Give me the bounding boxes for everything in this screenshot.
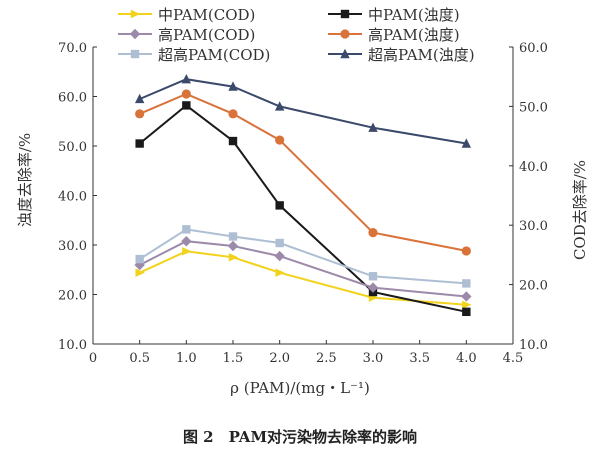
data-point bbox=[461, 246, 471, 256]
series-line bbox=[139, 228, 467, 285]
series-4 bbox=[135, 89, 471, 256]
x-tick-label: 4.0 bbox=[456, 351, 477, 366]
data-point bbox=[275, 135, 285, 145]
series-5 bbox=[135, 225, 471, 288]
y-right-tick-label: 50.0 bbox=[519, 100, 548, 115]
data-point bbox=[182, 225, 191, 234]
y-left-tick-label: 50.0 bbox=[58, 140, 87, 155]
data-point bbox=[181, 89, 191, 99]
series-line bbox=[139, 104, 467, 313]
legend-item: 超高PAM(COD) bbox=[118, 46, 270, 64]
x-tick-label: 0.5 bbox=[129, 351, 150, 366]
x-tick-label: 1.5 bbox=[223, 351, 244, 366]
legend-label: 中PAM(COD) bbox=[158, 6, 255, 24]
legend-item: 高PAM(浊度) bbox=[328, 26, 460, 44]
y-right-tick-label: 60.0 bbox=[519, 41, 548, 56]
data-point bbox=[182, 101, 191, 110]
data-point bbox=[275, 268, 285, 277]
data-point bbox=[368, 122, 378, 132]
data-point bbox=[228, 81, 238, 91]
legend-item: 高PAM(COD) bbox=[118, 26, 255, 44]
y-axis-right-label: COD去除率/% bbox=[571, 160, 589, 260]
data-point bbox=[275, 201, 284, 210]
y-axis-left-label: 浊度去除率/% bbox=[16, 133, 34, 227]
y-left-tick-label: 30.0 bbox=[58, 239, 87, 254]
data-point bbox=[274, 101, 285, 111]
data-point bbox=[181, 236, 192, 247]
x-tick-label: 3.0 bbox=[363, 351, 384, 366]
data-point bbox=[461, 138, 472, 148]
data-point bbox=[228, 136, 238, 146]
legend-marker bbox=[130, 49, 140, 59]
y-left-tick-label: 60.0 bbox=[58, 91, 87, 106]
series-6 bbox=[134, 73, 472, 148]
y-right-tick-label: 10.0 bbox=[519, 338, 548, 353]
data-point bbox=[461, 291, 472, 302]
legend-marker bbox=[340, 48, 350, 59]
data-point bbox=[368, 272, 378, 281]
legend-marker bbox=[340, 9, 350, 19]
data-point bbox=[368, 228, 378, 238]
legend-label: 中PAM(浊度) bbox=[368, 6, 460, 24]
data-point bbox=[135, 139, 144, 148]
series-line bbox=[139, 250, 467, 306]
figure-caption: 图 2 PAM对污染物去除率的影响 bbox=[182, 428, 418, 446]
y-right-tick-label: 30.0 bbox=[519, 219, 548, 234]
x-tick-label: 1.0 bbox=[176, 351, 197, 366]
data-point bbox=[227, 240, 239, 252]
legend-label: 高PAM(浊度) bbox=[368, 26, 460, 44]
data-point bbox=[135, 109, 145, 119]
series-line bbox=[139, 92, 467, 252]
data-point bbox=[182, 247, 192, 256]
legend-label: 高PAM(COD) bbox=[158, 26, 255, 44]
legend-item: 中PAM(COD) bbox=[118, 6, 255, 24]
data-point bbox=[228, 109, 238, 119]
legend-marker bbox=[340, 29, 350, 39]
series-layer bbox=[134, 73, 472, 317]
data-point bbox=[135, 268, 145, 277]
series-3 bbox=[134, 236, 472, 302]
series-line bbox=[139, 78, 467, 145]
series-line bbox=[139, 240, 467, 298]
x-tick-label: 2.0 bbox=[269, 351, 290, 366]
data-point bbox=[135, 254, 144, 264]
data-point bbox=[228, 232, 238, 241]
x-tick-label: 2.5 bbox=[316, 351, 337, 366]
legend-marker bbox=[129, 28, 141, 40]
y-left-tick-label: 70.0 bbox=[58, 41, 87, 56]
data-point bbox=[275, 238, 284, 248]
legend: 中PAM(COD) 中PAM(浊度) 高PAM(COD) 高PAM(浊度) 超高PAM(… bbox=[118, 6, 475, 64]
data-point bbox=[274, 250, 285, 262]
y-left-tick-label: 20.0 bbox=[58, 289, 87, 304]
legend-item: 中PAM(浊度) bbox=[328, 6, 460, 24]
y-left-tick-label: 40.0 bbox=[58, 190, 87, 205]
y-left-tick-label: 10.0 bbox=[58, 338, 87, 353]
axes: 0 0.5 1.0 1.5 2.0 2.5 3.0 3.5 4.0 4.510.020.030.0… bbox=[58, 41, 548, 366]
data-point bbox=[462, 279, 471, 288]
data-point bbox=[134, 93, 145, 104]
legend-marker bbox=[130, 9, 141, 19]
x-axis-label: ρ (PAM)/(mg・L⁻¹) bbox=[230, 379, 370, 397]
series-2 bbox=[135, 101, 471, 317]
data-point bbox=[462, 307, 471, 317]
legend-label: 超高PAM(浊度) bbox=[368, 46, 475, 64]
x-tick-label: 0 bbox=[89, 351, 97, 366]
x-tick-label: 3.5 bbox=[409, 351, 430, 366]
legend-label: 超高PAM(COD) bbox=[158, 46, 270, 64]
y-right-tick-label: 40.0 bbox=[519, 160, 548, 175]
series-1 bbox=[135, 247, 472, 309]
data-point bbox=[462, 300, 472, 309]
data-point bbox=[181, 73, 192, 84]
y-right-tick-label: 20.0 bbox=[519, 279, 548, 294]
x-tick-label: 4.5 bbox=[503, 351, 524, 366]
data-point bbox=[367, 282, 379, 293]
legend-item: 超高PAM(浊度) bbox=[328, 46, 475, 64]
data-point bbox=[228, 253, 239, 262]
